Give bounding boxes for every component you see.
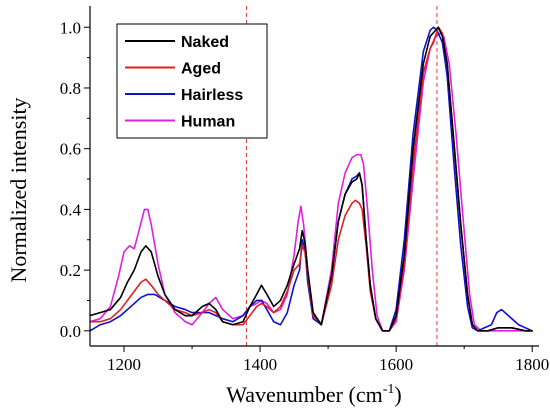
legend-label-aged: Aged xyxy=(181,61,221,78)
y-axis-title: Normalized intensity xyxy=(6,97,31,282)
plot-area xyxy=(90,6,533,346)
legend-label-hairless: Hairless xyxy=(181,87,243,104)
series-line-naked xyxy=(90,26,533,332)
x-tick-label: 1200 xyxy=(107,355,141,374)
legend-label-human: Human xyxy=(181,114,235,131)
x-tick-label: 1400 xyxy=(243,355,277,374)
legend-label-naked: Naked xyxy=(181,34,229,51)
legend-box xyxy=(116,23,268,139)
y-tick-label: 0.6 xyxy=(60,140,81,159)
y-tick-label: 1.0 xyxy=(60,18,81,37)
legend: Naked Aged Hairless Human xyxy=(116,23,268,139)
y-tick-label: 0.2 xyxy=(60,261,81,280)
x-axis-title-close: ) xyxy=(394,382,401,407)
x-tick-label: 1800 xyxy=(515,355,549,374)
x-axis-title-superscript: -1 xyxy=(383,382,395,397)
x-tick-label: 1600 xyxy=(379,355,413,374)
y-tick-label: 0.0 xyxy=(60,322,81,341)
y-tick-label: 0.8 xyxy=(60,79,81,98)
axes: 1200 1400 1600 1800 0.0 0.2 0.4 0.6 0.8 1.0 xyxy=(60,6,549,374)
x-axis-title-main: Wavenumber (cm xyxy=(226,382,382,407)
x-axis-title: Wavenumber (cm-1) xyxy=(226,382,401,407)
y-tick-label: 0.4 xyxy=(60,200,82,219)
